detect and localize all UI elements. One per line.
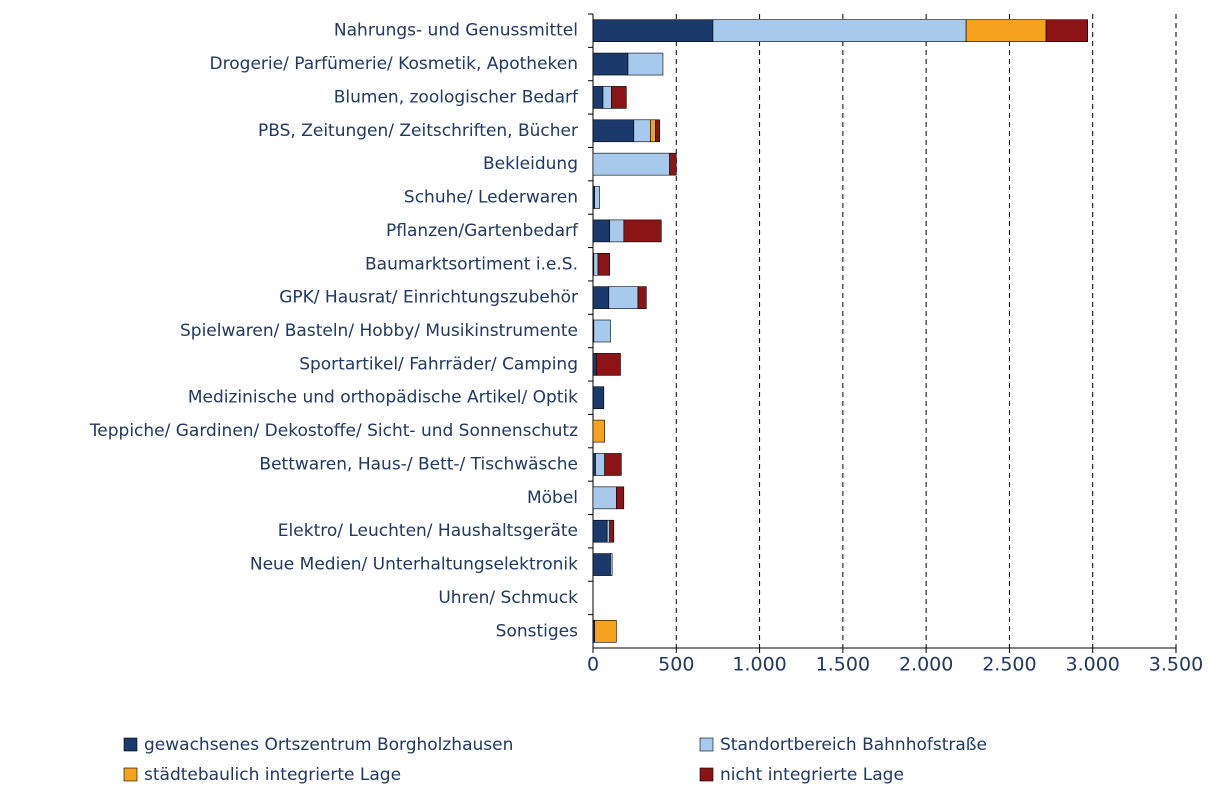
bar	[592, 52, 629, 76]
bar	[669, 152, 677, 176]
bar	[592, 152, 670, 176]
bar	[592, 86, 604, 109]
legend-swatch	[123, 767, 138, 782]
bar	[592, 386, 605, 410]
x-tick-label: 1.500	[816, 654, 870, 676]
bar	[965, 19, 1047, 42]
bar	[610, 553, 613, 576]
bar	[655, 119, 660, 143]
bar	[592, 486, 617, 510]
bar	[609, 519, 615, 543]
bar	[595, 453, 605, 476]
bar	[592, 519, 608, 543]
bar	[1045, 19, 1089, 42]
bar	[593, 252, 599, 276]
legend-label: gewachsenes Ortszentrum Borgholzhausen	[144, 735, 513, 755]
bar	[650, 119, 656, 143]
y-tick-label: Möbel	[527, 488, 578, 508]
y-tick-label: Bettwaren, Haus-/ Bett-/ Tischwäsche	[259, 454, 578, 474]
y-tick-label: Spielwaren/ Basteln/ Hobby/ Musikinstrum…	[180, 321, 578, 341]
bar	[609, 219, 625, 243]
y-tick-label: Sportartikel/ Fahrräder/ Camping	[299, 354, 578, 374]
bar	[597, 252, 610, 276]
bar	[594, 620, 617, 643]
legend-swatch	[123, 737, 138, 752]
x-tick-label: 2.000	[899, 654, 953, 676]
bar	[616, 486, 625, 510]
bar	[592, 419, 605, 443]
bar	[712, 19, 967, 42]
y-tick-label: Drogerie/ Parfümerie/ Kosmetik, Apotheke…	[210, 54, 578, 74]
x-tick-label: 500	[658, 654, 694, 676]
y-tick-label: Baumarktsortiment i.e.S.	[365, 254, 578, 274]
bar	[592, 219, 610, 243]
y-tick-label: GPK/ Hausrat/ Einrichtungszubehör	[279, 288, 578, 308]
bar	[637, 286, 647, 309]
bar	[594, 186, 600, 209]
bar	[593, 319, 611, 343]
bar	[633, 119, 651, 143]
bar	[604, 453, 622, 476]
y-tick-label: Medizinische und orthopädische Artikel/ …	[188, 388, 578, 408]
bar	[602, 86, 612, 109]
legend-label: städtebaulich integrierte Lage	[144, 765, 401, 785]
bar	[592, 19, 714, 42]
y-tick-label: Blumen, zoologischer Bedarf	[334, 87, 579, 107]
x-tick-label: 2.500	[982, 654, 1036, 676]
y-tick-label: Neue Medien/ Unterhaltungselektronik	[250, 555, 578, 575]
y-tick-label: Bekleidung	[483, 154, 578, 174]
bar	[592, 553, 611, 576]
bar	[596, 353, 621, 376]
bar	[627, 52, 664, 76]
y-tick-label: Teppiche/ Gardinen/ Dekostoffe/ Sicht- u…	[89, 421, 578, 441]
bar	[592, 119, 635, 143]
legend-swatch	[699, 737, 714, 752]
x-tick-label: 3.000	[1066, 654, 1120, 676]
x-tick-label: 3.500	[1149, 654, 1203, 676]
bar	[623, 219, 662, 243]
y-tick-label: Sonstiges	[496, 621, 578, 641]
y-tick-label: Schuhe/ Lederwaren	[404, 188, 578, 208]
bar	[592, 453, 596, 476]
bar	[592, 286, 610, 309]
y-tick-label: PBS, Zeitungen/ Zeitschriften, Bücher	[258, 121, 578, 141]
legend-label: nicht integrierte Lage	[720, 765, 904, 785]
y-tick-label: Uhren/ Schmuck	[438, 588, 578, 608]
x-tick-label: 1.000	[732, 654, 786, 676]
y-tick-label: Pflanzen/Gartenbedarf	[386, 221, 579, 241]
bar	[608, 286, 639, 309]
bar	[611, 86, 627, 109]
y-tick-label: Elektro/ Leuchten/ Haushaltsgeräte	[278, 521, 578, 541]
legend-swatch	[699, 767, 714, 782]
legend-label: Standortbereich Bahnhofstraße	[720, 735, 987, 755]
x-tick-label: 0	[587, 654, 599, 676]
bar	[592, 353, 597, 376]
bar	[606, 519, 610, 543]
y-tick-label: Nahrungs- und Genussmittel	[334, 21, 578, 41]
